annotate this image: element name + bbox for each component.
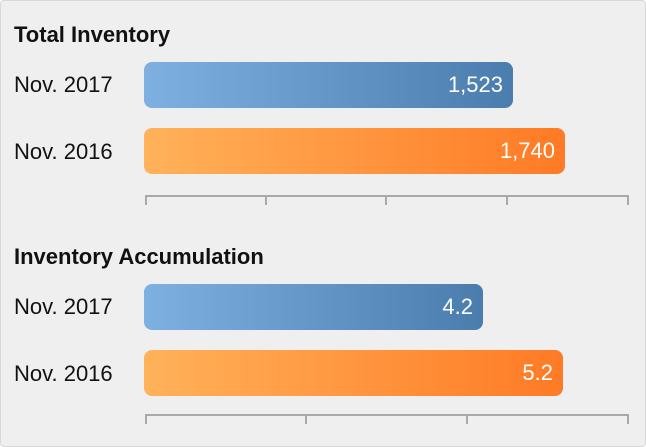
bar-value-label: 5.2 <box>522 360 553 385</box>
axis-tick <box>385 195 387 205</box>
bar-nov-2017-inventory-accumulation: 4.2 <box>144 284 483 330</box>
bar-value-label: 1,523 <box>447 72 503 97</box>
category-label: Nov. 2017 <box>14 72 113 97</box>
axis-tick <box>265 195 267 205</box>
axis-line <box>145 195 629 197</box>
bar-value-label: 1,740 <box>499 138 555 163</box>
axis-line <box>145 414 629 416</box>
axis-tick <box>305 414 307 424</box>
bar-nov-2016-inventory-accumulation: 5.2 <box>144 350 563 396</box>
chart-title-total-inventory: Total Inventory <box>14 22 171 47</box>
axis-tick <box>145 195 147 205</box>
axis-tick <box>506 195 508 205</box>
axis-tick <box>466 414 468 424</box>
bar-value-label: 4.2 <box>442 294 473 319</box>
category-label: Nov. 2016 <box>14 139 113 164</box>
bar-nov-2017-total-inventory: 1,523 <box>144 62 513 108</box>
category-label: Nov. 2016 <box>14 361 113 386</box>
axis-tick <box>627 195 629 205</box>
axis-tick <box>145 414 147 424</box>
category-label: Nov. 2017 <box>14 294 113 319</box>
x-axis-total-inventory <box>145 195 629 207</box>
chart-title-inventory-accumulation: Inventory Accumulation <box>14 244 264 269</box>
bar-nov-2016-total-inventory: 1,740 <box>144 128 565 174</box>
axis-tick <box>627 414 629 424</box>
x-axis-inventory-accumulation <box>145 414 629 426</box>
